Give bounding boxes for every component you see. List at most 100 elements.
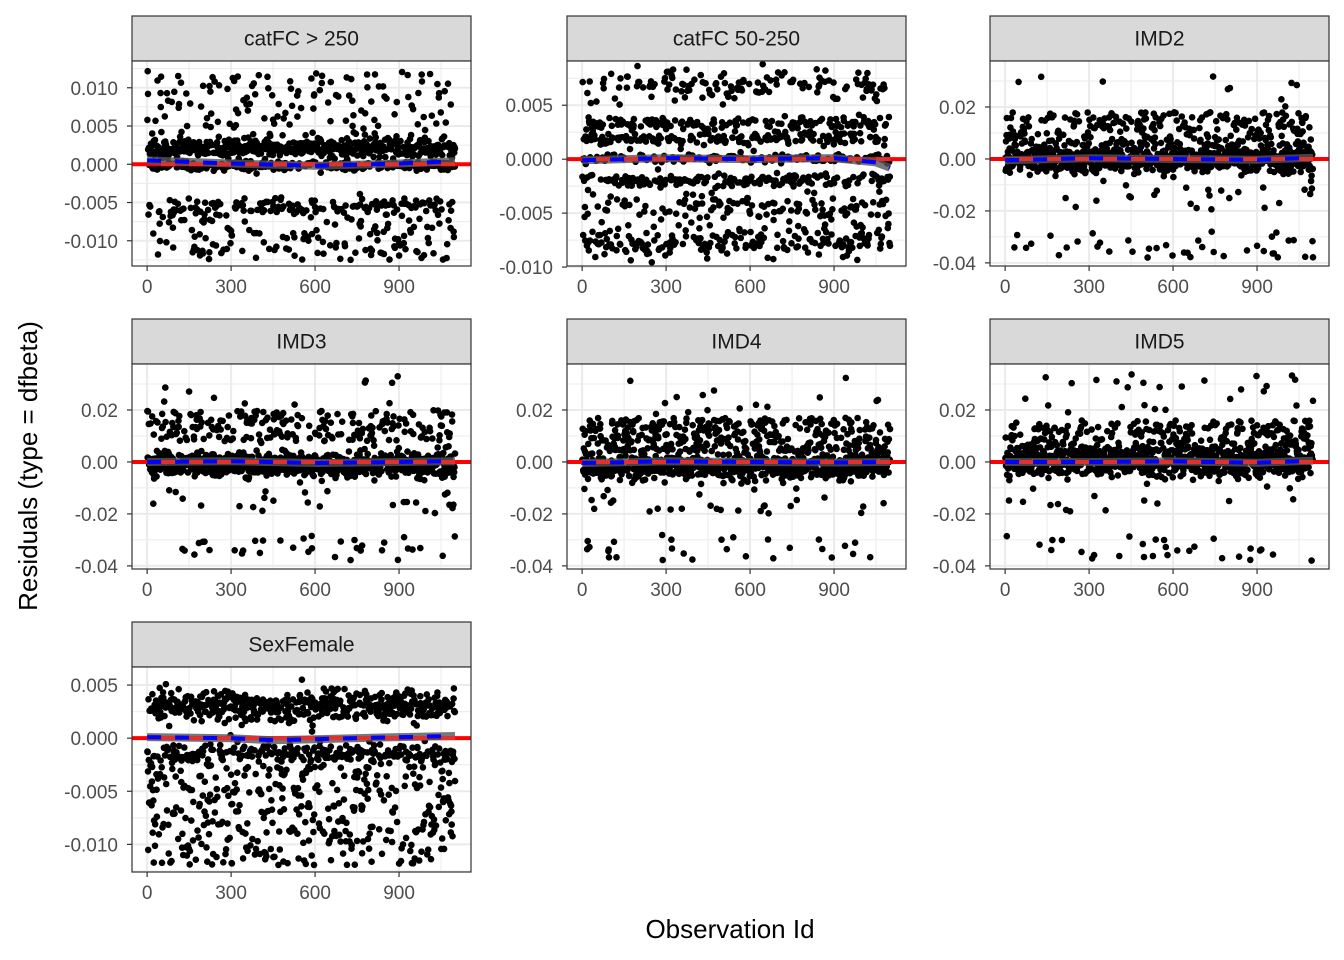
data-point xyxy=(809,137,817,144)
data-point xyxy=(340,209,348,216)
data-point xyxy=(814,229,822,237)
data-point xyxy=(390,413,397,420)
data-point xyxy=(741,229,748,236)
data-point xyxy=(156,220,163,227)
data-point xyxy=(197,103,205,110)
data-point xyxy=(586,237,594,244)
data-point xyxy=(303,207,310,214)
data-point xyxy=(811,201,818,208)
y-tick-label: -0.04 xyxy=(75,557,119,578)
data-point xyxy=(450,468,458,476)
data-point xyxy=(206,82,213,90)
data-point xyxy=(652,410,660,418)
data-point xyxy=(438,151,446,159)
data-point xyxy=(232,121,240,129)
data-point xyxy=(1050,112,1057,119)
data-point xyxy=(814,89,821,96)
data-point xyxy=(373,229,381,237)
data-point xyxy=(1112,113,1120,121)
data-point xyxy=(316,503,324,510)
data-point xyxy=(215,82,223,89)
data-point xyxy=(1108,135,1116,143)
data-point xyxy=(392,473,400,480)
data-point xyxy=(772,76,780,83)
data-point xyxy=(1061,114,1069,121)
data-point xyxy=(761,225,768,232)
data-point xyxy=(1128,118,1135,125)
data-point xyxy=(584,186,592,194)
data-point xyxy=(1060,131,1067,139)
data-point xyxy=(205,255,213,263)
data-point xyxy=(418,71,426,78)
x-tick-label: 0 xyxy=(1000,277,1011,298)
data-point xyxy=(324,451,332,459)
data-point xyxy=(157,73,165,80)
x-tick-label: 900 xyxy=(818,277,850,298)
data-point xyxy=(770,208,778,216)
data-point xyxy=(786,218,793,225)
data-point xyxy=(874,211,881,219)
data-point xyxy=(760,234,768,242)
data-point xyxy=(667,122,674,130)
data-point xyxy=(1090,114,1097,121)
data-point xyxy=(425,137,432,145)
data-point xyxy=(148,130,156,137)
data-point xyxy=(294,113,301,120)
data-point xyxy=(319,205,327,213)
data-point xyxy=(810,130,817,138)
data-point xyxy=(784,197,791,205)
data-point xyxy=(603,207,611,214)
data-point xyxy=(1127,194,1135,201)
data-point xyxy=(725,93,732,100)
data-point xyxy=(321,437,328,445)
data-point xyxy=(843,83,850,90)
data-point xyxy=(882,120,890,128)
data-point xyxy=(837,124,845,131)
data-point xyxy=(605,546,612,553)
data-point xyxy=(607,70,615,78)
data-point xyxy=(321,417,329,425)
data-point xyxy=(371,71,379,78)
data-point xyxy=(588,496,595,504)
x-tick-label: 300 xyxy=(215,580,247,601)
data-point xyxy=(1106,248,1113,255)
data-point xyxy=(609,134,616,142)
data-point xyxy=(307,214,315,221)
data-point xyxy=(633,196,640,203)
data-point xyxy=(197,408,204,416)
data-point xyxy=(385,436,393,444)
data-point xyxy=(205,149,212,157)
data-point xyxy=(203,114,211,122)
data-point xyxy=(784,246,791,254)
data-point xyxy=(876,114,884,122)
data-point xyxy=(731,233,739,241)
data-point xyxy=(362,377,370,384)
data-point xyxy=(323,218,331,226)
data-point xyxy=(144,67,151,75)
data-point xyxy=(310,472,318,480)
data-point xyxy=(781,112,789,120)
data-point xyxy=(584,89,591,97)
data-point xyxy=(433,120,440,127)
data-point xyxy=(414,121,422,128)
data-point xyxy=(1150,120,1157,128)
data-point xyxy=(756,213,763,221)
data-point xyxy=(684,408,692,416)
data-point xyxy=(394,236,402,243)
data-point xyxy=(1210,248,1217,256)
data-point xyxy=(241,195,248,202)
data-point xyxy=(249,503,257,511)
data-point xyxy=(1153,187,1161,194)
data-point xyxy=(1099,78,1107,85)
data-point xyxy=(1307,136,1315,143)
data-point xyxy=(738,87,746,94)
data-point xyxy=(317,169,325,176)
data-point xyxy=(234,73,242,80)
data-point xyxy=(671,97,679,104)
data-point xyxy=(201,538,208,545)
data-point xyxy=(168,98,176,106)
data-point xyxy=(583,126,590,133)
data-point xyxy=(146,203,154,210)
data-point xyxy=(885,210,892,217)
data-point xyxy=(604,199,612,206)
